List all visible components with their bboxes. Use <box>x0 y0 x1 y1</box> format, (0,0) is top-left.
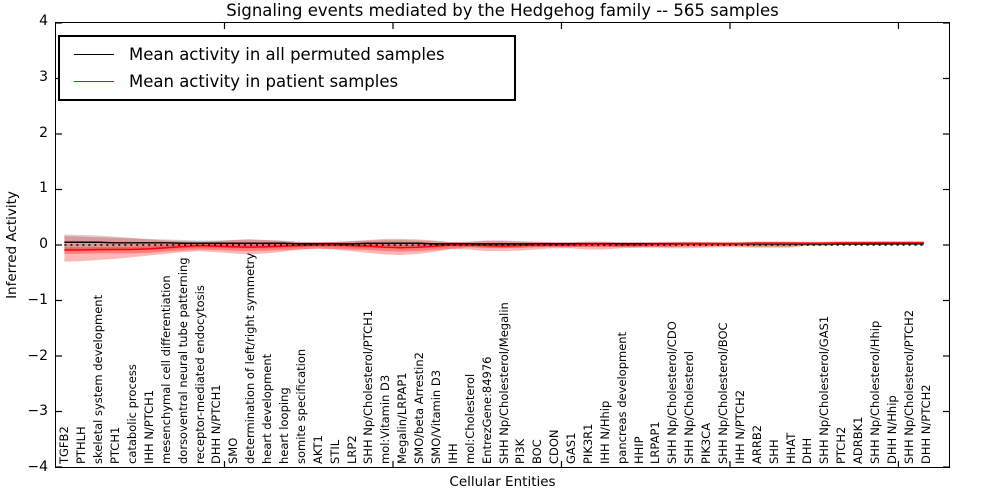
x-category-label: PTHLH <box>74 426 89 464</box>
x-category-label: heart development <box>260 353 275 464</box>
x-category-label: HHIP <box>631 436 646 464</box>
x-category-label: heart looping <box>276 387 291 464</box>
x-category-label: SMO/beta Arrestin2 <box>412 352 427 464</box>
x-category-label: SHH Np/Cholesterol/BOC <box>716 322 731 464</box>
x-category-label: DHH <box>800 437 815 464</box>
x-category-label: SHH Np/Cholesterol/PTCH2 <box>901 309 916 464</box>
patient-mean-line <box>64 242 924 251</box>
x-category-label: PI3K <box>513 438 528 464</box>
chart-title: Signaling events mediated by the Hedgeho… <box>226 1 779 20</box>
x-category-label: IHH <box>445 443 460 464</box>
y-tick-label: 1 <box>39 180 48 197</box>
x-category-label: SMO <box>226 437 241 464</box>
legend-label: Mean activity in patient samples <box>129 72 399 91</box>
plot-canvas <box>56 23 949 467</box>
x-category-label: PIK3CA <box>699 422 714 464</box>
x-category-label: Megalin/LRPAP1 <box>395 372 410 464</box>
y-tick-label: 0 <box>39 236 48 252</box>
y-tick-label: −4 <box>27 459 48 475</box>
x-category-label: PTCH2 <box>834 426 849 464</box>
x-category-label: SHH Np/Cholesterol <box>682 351 697 464</box>
y-tick-label: 4 <box>39 13 48 29</box>
x-category-label: pancreas development <box>614 331 629 464</box>
x-category-label: SHH Np/Cholesterol/PTCH1 <box>361 309 376 464</box>
y-tick-label: −2 <box>27 347 48 364</box>
legend-label: Mean activity in all permuted samples <box>129 45 445 64</box>
x-category-label: mol:Vitamin D3 <box>378 374 393 464</box>
x-category-label: DHH N/PTCH1 <box>209 384 224 464</box>
x-category-label: somite specification <box>293 348 308 464</box>
x-category-label: GAS1 <box>564 432 579 464</box>
x-category-label: STIL <box>327 439 342 464</box>
x-category-label: SHH Np/Cholesterol/Megalin <box>496 302 511 464</box>
y-tick-label: −3 <box>27 403 48 420</box>
legend-line-sample-black <box>74 54 114 55</box>
x-category-label: ADRBK1 <box>851 416 866 464</box>
x-category-label: SHH Np/Cholesterol/GAS1 <box>817 315 832 464</box>
x-category-label: SHH <box>766 439 781 464</box>
legend-line-sample-red <box>74 81 114 82</box>
x-category-label: DHH N/Hhip <box>884 395 899 464</box>
x-category-label: DHH N/PTCH2 <box>918 384 933 464</box>
x-category-label: SMO/Vitamin D3 <box>428 369 443 464</box>
x-category-label: determination of left/right symmetry <box>243 252 258 464</box>
x-category-label: PIK3R1 <box>580 423 595 465</box>
x-category-label: AKT1 <box>310 435 325 464</box>
x-category-label: BOC <box>530 439 545 464</box>
x-category-label: LRPAP1 <box>648 421 663 464</box>
x-axis-label: Cellular Entities <box>449 474 556 490</box>
x-category-label: IHH N/PTCH2 <box>732 389 747 464</box>
x-category-label: skeletal system development <box>91 294 106 464</box>
x-category-label: mesenchymal cell differentiation <box>158 275 173 464</box>
plot-area: TGFB2 PTHLH skeletal system development PTC… <box>55 22 950 468</box>
y-tick-label: −1 <box>27 291 48 308</box>
x-category-label: IHH N/Hhip <box>597 400 612 464</box>
y-tick-label: 3 <box>39 68 48 85</box>
legend-item-permuted: Mean activity in all permuted samples <box>74 41 514 68</box>
x-category-label: SHH Np/Cholesterol/CDO <box>665 321 680 464</box>
y-tick-label: 2 <box>39 124 48 141</box>
x-category-label: SHH Np/Cholesterol/Hhip <box>868 320 882 464</box>
x-category-label: LRP2 <box>344 435 359 464</box>
patient-std-band <box>64 236 924 262</box>
x-category-label: HHAT <box>783 432 798 464</box>
x-category-label: CDON <box>547 429 562 464</box>
x-category-label: mol:Cholesterol <box>462 373 477 464</box>
legend-item-patient: Mean activity in patient samples <box>74 68 514 95</box>
x-category-label: IHH N/PTCH1 <box>141 389 156 464</box>
x-category-label: EntrezGene:84976 <box>479 356 494 464</box>
x-category-label: TGFB2 <box>57 426 72 464</box>
legend: Mean activity in all permuted samples Me… <box>58 35 516 101</box>
x-category-label: ARRB2 <box>749 424 764 464</box>
x-category-label: catabolic process <box>124 364 139 464</box>
x-category-label: dorsoventral neural tube patterning <box>175 257 190 464</box>
x-category-label: receptor-mediated endocytosis <box>192 285 207 464</box>
x-category-label: PTCH1 <box>108 426 123 464</box>
